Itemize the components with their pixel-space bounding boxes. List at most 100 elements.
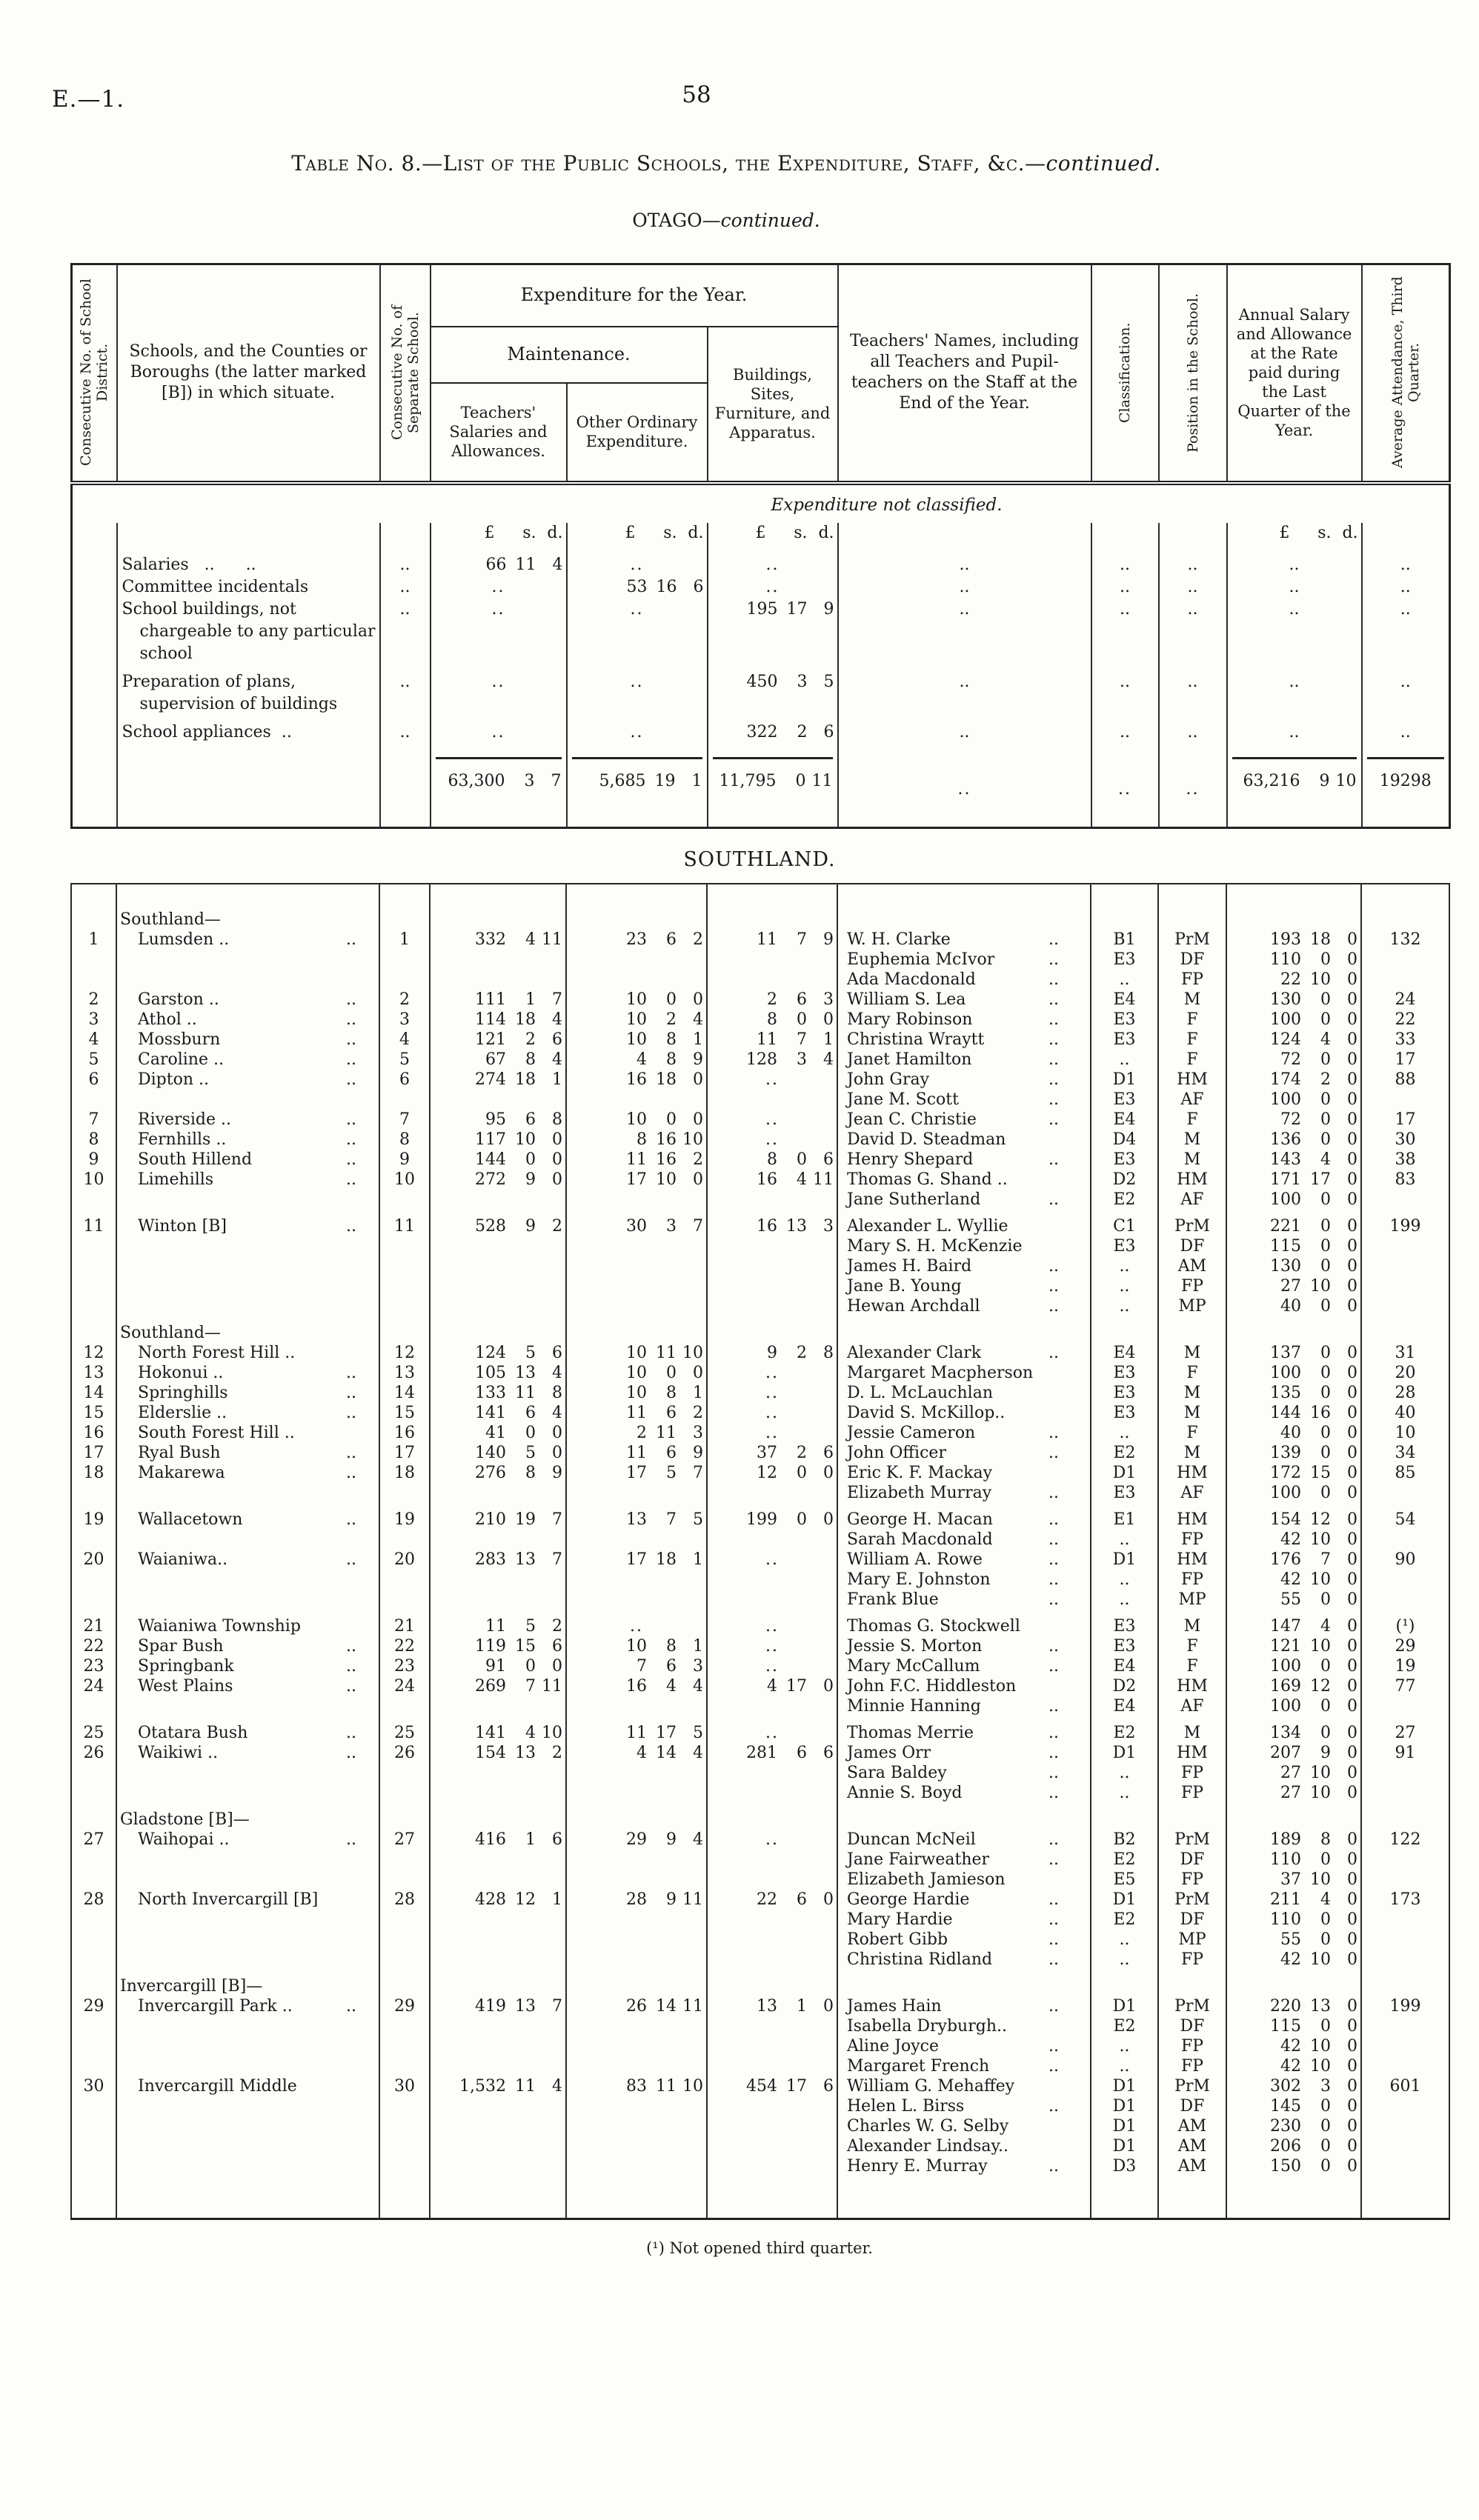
name-line: Mary Hardie.. xyxy=(847,1910,1059,1929)
buildings-cell: .. xyxy=(706,1069,838,1110)
empty-value-dots: .. xyxy=(765,577,780,596)
name-line: Jane Sutherland.. xyxy=(847,1190,1059,1209)
school-row: Margaret French.... FP 42 10 0 xyxy=(71,2056,1449,2076)
salary-cell: 135 0 0 xyxy=(1226,1382,1362,1403)
salary-cell: 42 10 0 xyxy=(1226,2036,1362,2056)
classification-cell: E4 xyxy=(1090,989,1159,1010)
group-label: Invercargill [B]— xyxy=(120,1976,263,1996)
money-value: 147 4 0 xyxy=(1270,1616,1357,1636)
teacher-name-cell: Alexander L. Wyllie xyxy=(837,1209,1091,1236)
teacher-name-cell: James H. Baird.. xyxy=(837,1256,1091,1276)
salary-cell: 230 0 0 xyxy=(1226,2116,1362,2136)
spacer-cell xyxy=(1360,2176,1450,2219)
school-no-cell: 8 xyxy=(379,1129,431,1150)
teacher-name-cell: Aline Joyce.. xyxy=(837,2036,1091,2056)
other-expenditure-cell: 16 4 4 xyxy=(565,1676,708,1716)
position-cell: M xyxy=(1157,1129,1227,1150)
classification-cell: .. xyxy=(1090,1782,1159,1803)
money-value: 283 13 7 xyxy=(475,1550,562,1569)
salary-cell: 100 0 0 xyxy=(1226,1696,1362,1716)
school-no-cell: 26 xyxy=(379,1742,431,1803)
name-line: Springbank.. xyxy=(138,1656,356,1676)
spacer-cell xyxy=(379,2176,431,2219)
money-value: 276 8 9 xyxy=(475,1463,562,1482)
empty-value-dots: .. xyxy=(765,1070,779,1089)
school-row: Helen L. Birss.. D1 DF 145 0 0 xyxy=(71,2096,1449,2116)
school-name-cell: Spar Bush.. xyxy=(116,1636,380,1656)
buildings-cell: 37 2 6 xyxy=(706,1442,838,1463)
attendance-cell: 20 xyxy=(1360,1362,1450,1383)
money-value: 130 0 0 xyxy=(1270,1256,1357,1276)
empty-value-dots: .. xyxy=(491,599,505,619)
other-expenditure-cell: .. xyxy=(565,715,708,744)
district-no-cell xyxy=(70,1969,117,1996)
district-no-cell: 26 xyxy=(70,1742,117,1803)
salaries-cell xyxy=(429,1316,567,1343)
spacer-cell xyxy=(116,2176,380,2219)
sep-cell: .. xyxy=(379,715,431,744)
classification-cell: .. xyxy=(1090,715,1160,744)
name-line: Margaret French.. xyxy=(847,2056,1059,2076)
buildings-cell: 322 2 6 xyxy=(706,715,839,744)
salary-cell: 206 0 0 xyxy=(1226,2136,1362,2156)
teacher-name-cell: Jane B. Young.. xyxy=(837,1276,1091,1296)
district-no-cell: 25 xyxy=(70,1716,117,1743)
school-no-cell: 3 xyxy=(379,1009,431,1030)
money-value: 55 0 0 xyxy=(1280,1930,1357,1949)
unclassified-label-cell: School buildings, not chargeable to any … xyxy=(116,598,381,665)
name-line: Jane B. Young.. xyxy=(847,1276,1059,1296)
salary-cell: 115 0 0 xyxy=(1226,1236,1362,1256)
name-line: Isabella Dryburgh.. xyxy=(847,2016,1007,2036)
teacher-name-cell: Mary Robinson.. xyxy=(837,1009,1091,1030)
district-no-cell xyxy=(70,553,118,576)
school-name-cell: West Plains.. xyxy=(116,1676,380,1716)
unclassified-label: School buildings, not chargeable to any … xyxy=(122,599,376,663)
position-cell: .. xyxy=(1157,715,1228,744)
classification-cell: E3 xyxy=(1090,1382,1159,1403)
name-line: Duncan McNeil.. xyxy=(847,1830,1059,1849)
other-expenditure-cell: 30 3 7 xyxy=(565,1209,708,1316)
salary-cell: 37 10 0 xyxy=(1226,1869,1362,1890)
position-cell xyxy=(1157,1316,1227,1343)
teacher-name-cell: George Hardie.. xyxy=(837,1889,1091,1910)
district-no-cell: 5 xyxy=(70,1049,117,1070)
salary-cell: 100 0 0 xyxy=(1226,1009,1362,1030)
sep-cell: .. xyxy=(379,664,431,716)
attendance-cell: 17 xyxy=(1360,1049,1450,1070)
district-no-cell: 29 xyxy=(70,1996,117,2076)
classification-cell: B2 xyxy=(1090,1829,1159,1850)
classification-cell: D1 xyxy=(1090,2096,1159,2116)
school-name-cell: Springbank.. xyxy=(116,1656,380,1676)
school-row: Annie S. Boyd.... FP 27 10 0 xyxy=(71,1782,1449,1803)
teacher-name-cell: Jessie Cameron.. xyxy=(837,1422,1091,1443)
classification-cell: .. xyxy=(1090,2056,1159,2076)
school-name-cell: Dipton .... xyxy=(116,1069,380,1110)
classification-cell: E3 xyxy=(1090,1236,1159,1256)
other-expenditure-cell: 28 9 11 xyxy=(565,1889,708,1970)
other-expenditure-cell: 4 14 4 xyxy=(565,1742,708,1803)
title-continued: continued. xyxy=(1046,151,1161,176)
attendance-cell: 22 xyxy=(1360,1009,1450,1030)
salary-cell: 110 0 0 xyxy=(1226,949,1362,970)
buildings-total: 11,795 0 11 xyxy=(712,756,833,791)
classification-cell: .. xyxy=(1090,1569,1159,1590)
teacher-name-cell: .. xyxy=(837,664,1092,716)
attendance-cell: 122 xyxy=(1360,1829,1450,1890)
position-cell: AF xyxy=(1157,1189,1227,1210)
position-cell: FP xyxy=(1157,1782,1227,1803)
empty-value-dots: .. xyxy=(630,599,644,619)
classification-cell: D2 xyxy=(1090,1169,1159,1190)
salary-cell: 55 0 0 xyxy=(1226,1589,1362,1610)
school-no-cell xyxy=(379,1969,431,1996)
salary-cell: 72 0 0 xyxy=(1226,1049,1362,1070)
buildings-cell: 16 4 11 xyxy=(706,1169,838,1210)
header-salary-label: Annual Salary and Allowance at the Rate … xyxy=(1236,306,1352,440)
money-value: 130 0 0 xyxy=(1270,990,1357,1009)
money-value: 117 10 0 xyxy=(475,1130,562,1149)
label-cell xyxy=(116,743,381,827)
money-value: 16 13 3 xyxy=(757,1216,834,1236)
money-value: 11 5 2 xyxy=(485,1616,562,1636)
name-line: Euphemia McIvor.. xyxy=(847,950,1059,969)
